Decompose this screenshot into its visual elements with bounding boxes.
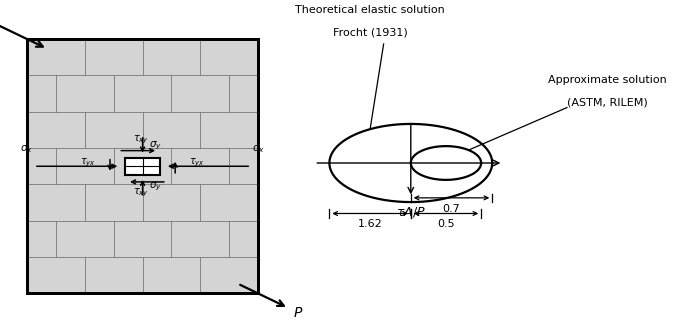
Text: Approximate solution: Approximate solution (549, 75, 667, 85)
Text: $\sigma_y$: $\sigma_y$ (149, 181, 162, 193)
Text: $\sigma_y$: $\sigma_y$ (149, 139, 162, 152)
Bar (27, 39, 258, 293)
Text: $\tau A/P$: $\tau A/P$ (396, 205, 426, 219)
Bar (125, 158, 160, 175)
Bar (27, 39, 258, 293)
Text: Theoretical elastic solution: Theoretical elastic solution (295, 5, 445, 15)
Text: $\sigma_x$: $\sigma_x$ (20, 143, 33, 155)
Text: $\sigma_x$: $\sigma_x$ (252, 143, 265, 155)
Text: (ASTM, RILEM): (ASTM, RILEM) (568, 97, 648, 108)
Text: Frocht (1931): Frocht (1931) (333, 27, 407, 37)
Text: P: P (294, 306, 302, 319)
Text: $\tau_{yx}$: $\tau_{yx}$ (189, 157, 204, 169)
Text: $\tau_{yx}$: $\tau_{yx}$ (81, 157, 96, 169)
Text: $\tau_{xy}$: $\tau_{xy}$ (132, 186, 149, 199)
Text: 0.7: 0.7 (443, 204, 460, 214)
Text: 1.62: 1.62 (358, 219, 382, 230)
Text: $\tau_{xy}$: $\tau_{xy}$ (132, 134, 149, 146)
Text: 0.5: 0.5 (437, 219, 455, 230)
